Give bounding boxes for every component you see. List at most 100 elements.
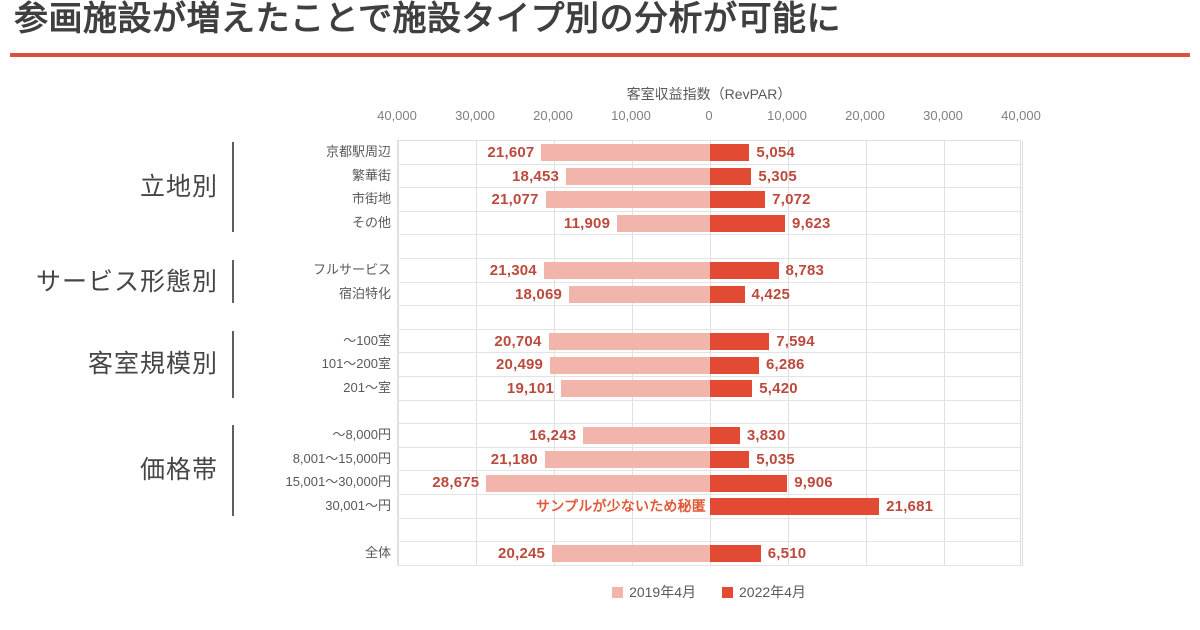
value-label-2022: 6,286 — [766, 356, 805, 374]
value-label-2022: 7,072 — [772, 191, 811, 209]
bar-2022 — [710, 451, 750, 469]
chart-title: 客室収益指数（RevPAR） — [626, 86, 792, 102]
value-label-2019: 18,069 — [514, 285, 563, 303]
plot-area: 21,607 5,054 18,453 5,305 21,077 7,072 11,909 9… — [397, 140, 1023, 566]
value-label-2022: 9,906 — [794, 474, 833, 492]
bar-2022 — [710, 427, 740, 445]
bar-2022 — [710, 356, 760, 374]
bar-2022 — [710, 285, 745, 303]
value-label-2022: 5,035 — [756, 450, 795, 468]
chart-row: 21,607 5,054 — [398, 141, 1022, 165]
bar-2022 — [710, 498, 880, 516]
chart-row: 20,499 6,286 — [398, 353, 1022, 377]
legend-item: 2019年4月 — [612, 582, 696, 602]
chart-row: 21,077 7,072 — [398, 188, 1022, 212]
vertical-gridline — [476, 141, 477, 566]
vertical-gridline — [944, 141, 945, 566]
value-label-2022: 5,420 — [759, 380, 798, 397]
chart-row: 18,453 5,305 — [398, 165, 1022, 189]
bar-2019 — [617, 215, 710, 233]
value-label-2019: 11,909 — [563, 214, 611, 232]
bar-2019 — [561, 380, 710, 398]
chart-row-spacer — [398, 401, 1022, 425]
bar-2022 — [710, 215, 786, 233]
bar-2022 — [710, 167, 752, 185]
value-label-2019: 21,180 — [490, 450, 538, 468]
category-label: 宿泊特化 — [338, 285, 391, 301]
x-tick-label: 10,000 — [611, 108, 651, 123]
vertical-gridline — [632, 141, 633, 566]
value-label-2022: 5,054 — [756, 144, 795, 161]
category-label: フルサービス — [312, 262, 391, 277]
chart-row: 11,909 9,623 — [398, 212, 1022, 236]
bar-2022 — [710, 144, 750, 162]
bar-2022 — [710, 191, 766, 209]
legend-swatch-icon — [612, 586, 624, 598]
value-label-2019: 16,243 — [529, 427, 577, 445]
x-tick-label: 40,000 — [1001, 108, 1041, 123]
value-label-2019: 21,607 — [487, 144, 535, 161]
x-tick-label: 20,000 — [533, 108, 573, 123]
value-label-2022: 7,594 — [776, 332, 815, 350]
chart-row: 21,180 5,035 — [398, 448, 1022, 472]
chart-row: 20,704 7,594 — [398, 330, 1022, 354]
bar-2022 — [710, 333, 770, 351]
value-label-2022: 5,305 — [758, 167, 797, 185]
category-label: 30,001～円 — [325, 498, 391, 513]
bar-2019 — [552, 545, 710, 563]
chart-row: 19,101 5,420 — [398, 377, 1022, 401]
group-label: サービス形態別 — [35, 267, 218, 296]
group-separator-line — [232, 142, 234, 233]
title-underline — [10, 53, 1190, 57]
bar-2019 — [544, 451, 710, 469]
chart-row: サンプルが少ないため秘匿 21,681 — [398, 495, 1022, 519]
x-tick-label: 10,000 — [767, 108, 807, 123]
value-label-2019: 20,704 — [494, 332, 542, 350]
vertical-gridline — [398, 141, 399, 566]
value-label-2019: 20,499 — [496, 356, 544, 374]
bar-2019 — [550, 356, 710, 374]
bar-2019 — [583, 427, 710, 445]
chart-row: 21,304 8,783 — [398, 259, 1022, 283]
value-label-2019: 19,101 — [506, 380, 555, 397]
legend-label: 2019年4月 — [629, 584, 696, 600]
category-label: ～100室 — [343, 332, 391, 348]
value-label-2022: 3,830 — [746, 427, 786, 445]
chart-row: 20,245 6,510 — [398, 542, 1022, 566]
value-label-2022: 4,425 — [751, 285, 791, 303]
bar-2019 — [569, 285, 710, 303]
bar-2022 — [710, 545, 761, 563]
x-tick-label: 30,000 — [923, 108, 963, 123]
value-label-2022: 6,510 — [767, 545, 807, 563]
category-label: 繁華街 — [351, 167, 391, 183]
x-tick-label: 20,000 — [845, 108, 885, 123]
value-label-2019: 18,453 — [511, 167, 560, 185]
category-label: 京都駅周辺 — [325, 144, 391, 159]
group-separator-line — [232, 260, 234, 304]
value-label-2022: 21,681 — [886, 498, 934, 515]
bar-2022 — [710, 474, 788, 492]
value-label-2019: 21,077 — [491, 191, 539, 209]
category-label: 市街地 — [351, 191, 391, 207]
legend-label: 2022年4月 — [739, 584, 806, 600]
chart-row-spacer — [398, 306, 1022, 330]
vertical-gridline — [788, 141, 789, 566]
chart-row: 18,069 4,425 — [398, 283, 1022, 307]
legend-swatch-icon — [722, 586, 733, 598]
secret-note: サンプルが少ないため秘匿 — [536, 498, 706, 514]
chart-row: 28,675 9,906 — [398, 471, 1022, 495]
value-label-2019: 28,675 — [432, 474, 480, 492]
vertical-gridline — [710, 141, 711, 566]
group-label: 立地別 — [139, 173, 218, 202]
x-tick-label: 30,000 — [455, 108, 495, 123]
legend-item: 2022年4月 — [722, 582, 806, 602]
category-label: 201～室 — [343, 380, 391, 395]
category-label: その他 — [351, 214, 391, 230]
category-label: 8,001～15,000円 — [292, 450, 391, 466]
category-label: 101～200室 — [321, 356, 391, 372]
bar-2022 — [710, 380, 753, 398]
group-separator-line — [232, 425, 234, 516]
group-separator-line — [232, 330, 234, 398]
